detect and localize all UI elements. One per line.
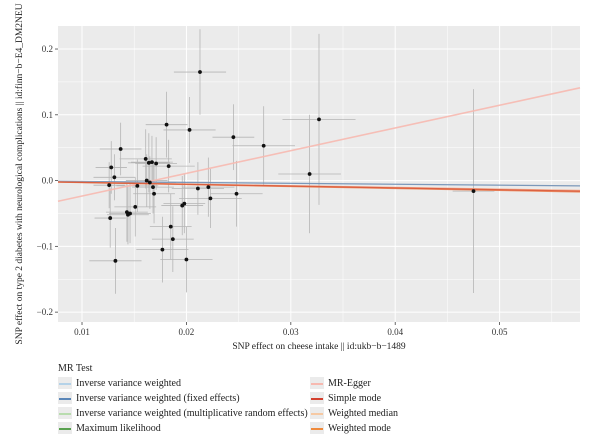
x-tick-label: 0.03 (283, 327, 299, 337)
data-point (113, 258, 118, 263)
data-point (147, 180, 152, 185)
data-point (108, 216, 113, 220)
data-point (208, 196, 213, 201)
legend-label: Inverse variance weighted (76, 378, 181, 389)
mr-scatter-plot: 0.01 0.02 0.03 0.04 0.05 −0.2 −0.1 0.0 0.1 0.2 S… (14, 3, 581, 352)
data-point (206, 185, 211, 190)
legend-label: Inverse variance weighted (multiplicativ… (76, 408, 308, 419)
x-tick-label: 0.01 (74, 327, 90, 337)
data-point (146, 160, 151, 165)
regression-lines (57, 87, 581, 203)
data-point (164, 122, 169, 127)
legend-label: Weighted mode (328, 423, 391, 434)
data-point (135, 183, 140, 188)
data-point (231, 135, 236, 140)
y-tick-label: 0.0 (42, 176, 54, 186)
legend-label: Simple mode (328, 393, 382, 404)
legend: MR Test Inverse variance weighted Inverse… (58, 363, 598, 443)
y-axis-ticks: −0.2 −0.1 0.0 0.1 0.2 (37, 44, 58, 317)
legend-label: Inverse variance weighted (fixed effects… (76, 393, 240, 404)
regression-line-inverse-variance-weighted (57, 180, 581, 187)
data-point (109, 165, 114, 170)
y-axis-title: SNP effect on type 2 diabetes with neuro… (14, 3, 25, 344)
data-point (144, 178, 149, 183)
legend-key (58, 377, 72, 389)
legend-key (58, 392, 72, 404)
x-tick-label: 0.02 (179, 327, 195, 337)
legend-label: Weighted median (328, 408, 399, 419)
x-tick-label: 0.04 (387, 327, 403, 337)
data-point (184, 257, 189, 262)
data-point (133, 204, 138, 209)
data-points (107, 70, 476, 263)
data-point (168, 224, 173, 229)
data-point (118, 147, 123, 151)
data-point (151, 185, 155, 190)
data-point (154, 161, 159, 166)
legend-key (310, 377, 324, 389)
data-point (152, 191, 156, 196)
legend-key (310, 422, 324, 434)
data-point (471, 189, 476, 194)
data-point (180, 203, 185, 208)
legend-label: Maximum likelihood (76, 423, 161, 434)
data-point (170, 237, 175, 242)
x-tick-label: 0.05 (492, 327, 508, 337)
data-point (112, 175, 117, 180)
data-point (187, 128, 192, 132)
data-point (317, 117, 321, 122)
x-axis-title: SNP effect on cheese intake || id:ukb−b−… (232, 341, 406, 352)
y-tick-label: −0.2 (37, 307, 53, 317)
data-point (126, 212, 130, 217)
legend-title: MR Test (58, 363, 93, 374)
data-point (261, 143, 266, 148)
data-point (107, 183, 112, 188)
y-tick-label: 0.1 (42, 110, 53, 120)
data-point (307, 172, 312, 176)
legend-key (310, 407, 324, 419)
data-point (150, 160, 154, 165)
x-axis-ticks: 0.01 0.02 0.03 0.04 0.05 (74, 322, 508, 337)
data-point (234, 191, 239, 196)
legend-label: MR-Egger (328, 378, 371, 389)
data-point (160, 247, 165, 252)
data-point (166, 164, 171, 169)
legend-key (58, 407, 72, 419)
data-point (198, 70, 202, 74)
y-tick-label: 0.2 (42, 44, 53, 54)
legend-key (58, 422, 72, 434)
regression-line-simple-mode (57, 181, 581, 192)
data-point (143, 156, 148, 161)
legend-key (310, 392, 324, 404)
data-point (195, 186, 200, 191)
y-tick-label: −0.1 (37, 241, 53, 251)
